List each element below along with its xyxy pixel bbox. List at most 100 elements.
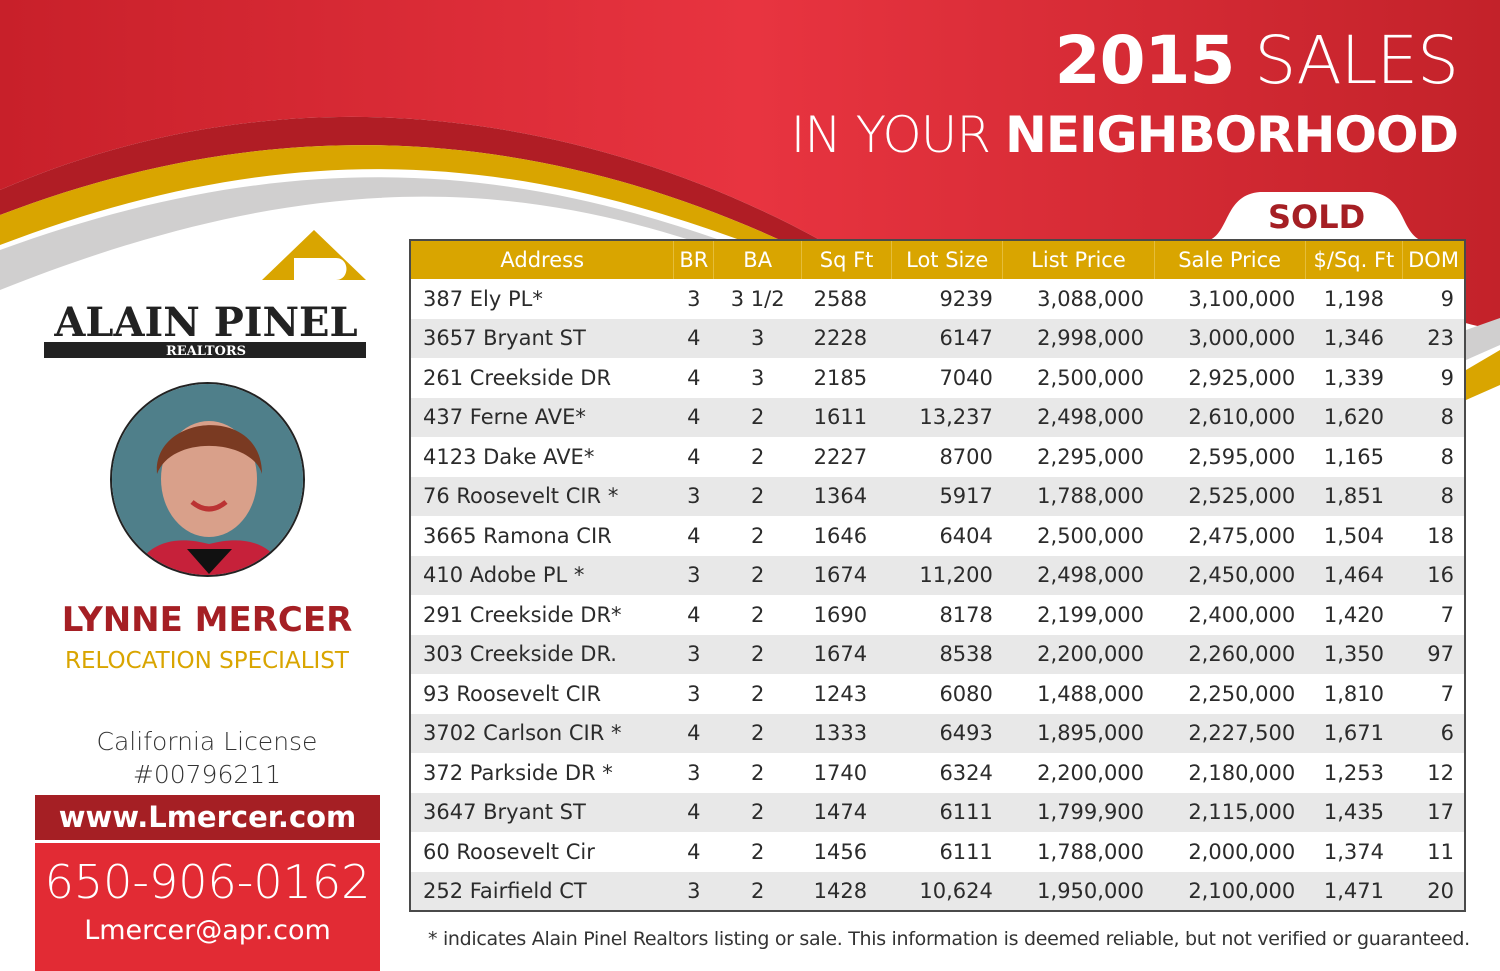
table-cell: 3 (687, 286, 701, 311)
table-cell: 9 (1440, 286, 1454, 311)
table-cell: 2 (750, 602, 765, 627)
table-cell: 1,339 (1323, 365, 1384, 390)
table-cell: 11 (1427, 839, 1454, 864)
table-row: 93 Roosevelt CIR 3 2 1243 6080 1,488,000 2,250… (410, 674, 1465, 714)
table-cell: 2227 (813, 444, 868, 469)
email-link[interactable]: Lmercer@apr.com (84, 915, 331, 946)
table-cell: 18 (1427, 523, 1454, 548)
table-cell: 1,350 (1305, 634, 1403, 674)
table-cell: 11,200 (891, 555, 1003, 595)
column-header: List Price (1002, 240, 1155, 279)
table-cell: 1,198 (1323, 286, 1384, 311)
table-cell: 6111 (939, 839, 993, 864)
table-cell: 1474 (801, 792, 892, 832)
table-cell: 3647 Bryant ST (410, 792, 674, 832)
column-header: Address (410, 240, 675, 279)
table-cell: 437 Ferne AVE* (410, 397, 674, 437)
headline-neighborhood: IN YOUR NEIGHBORHOOD (790, 106, 1459, 164)
column-header: Sq Ft (801, 240, 893, 279)
table-cell: 1611 (801, 397, 892, 437)
table-cell: 1,420 (1323, 602, 1384, 627)
table-cell: 23 (1402, 318, 1465, 358)
license-info: California License #00796211 (96, 727, 318, 789)
table-cell: 2,200,000 (1037, 760, 1145, 785)
table-cell: 1,810 (1323, 681, 1384, 706)
table-cell: 2,295,000 (1037, 444, 1145, 469)
table-cell: 1364 (801, 476, 892, 516)
table-cell: 6147 (891, 318, 1003, 358)
table-cell: 6324 (939, 760, 993, 785)
table-cell: 2 (750, 523, 765, 548)
table-row: 387 Ely PL* 3 3 1/2 2588 9239 3,088,000 3,100,… (410, 279, 1465, 319)
table-cell: 2,250,000 (1188, 681, 1296, 706)
table-cell: 2,998,000 (1002, 318, 1155, 358)
table-cell: 3 (673, 634, 714, 674)
table-cell: 3 (713, 318, 802, 358)
table-cell: 1,788,000 (1037, 839, 1145, 864)
table-row: 303 Creekside DR. 3 2 1674 8538 2,200,000 2,26… (410, 634, 1465, 674)
table-cell: 3 (750, 365, 765, 390)
table-cell: 3,000,000 (1154, 318, 1306, 358)
table-cell: 2588 (813, 286, 868, 311)
table-cell: 2 (713, 555, 802, 595)
table-cell: 97 (1402, 634, 1465, 674)
table-row: 60 Roosevelt Cir 4 2 1456 6111 1,788,000 2,000… (410, 832, 1465, 872)
website-link[interactable]: www.Lmercer.com (35, 795, 380, 840)
table-cell: 3 (687, 681, 701, 706)
table-row: 261 Creekside DR 4 3 2185 7040 2,500,000 2,925… (410, 358, 1465, 398)
table-cell: 1,464 (1305, 555, 1403, 595)
table-cell: 2 (713, 397, 802, 437)
table-cell: 410 Adobe PL * (410, 555, 674, 595)
phone-number[interactable]: 650-906-0162 (44, 855, 371, 909)
agent-name: LYNNE MERCER (61, 600, 353, 640)
table-cell: 1,253 (1323, 760, 1384, 785)
table-cell: 372 Parkside DR * (423, 760, 613, 785)
table-cell: 3 1/2 (730, 286, 785, 311)
table-cell: 2228 (801, 318, 892, 358)
table-cell: 1,788,000 (1002, 476, 1155, 516)
agent-role: RELOCATION SPECIALIST (65, 648, 349, 674)
table-cell: 3702 Carlson CIR * (410, 713, 674, 753)
table-row: 3647 Bryant ST 4 2 1474 6111 1,799,900 2,115,0… (410, 792, 1465, 832)
table-cell: 303 Creekside DR. (410, 634, 674, 674)
table-cell: 2 (713, 792, 802, 832)
table-cell: 3657 Bryant ST (410, 318, 674, 358)
footnote: * indicates Alain Pinel Realtors listing… (428, 928, 1470, 950)
table-cell: 2,498,000 (1002, 397, 1155, 437)
table-cell: 4 (687, 365, 701, 390)
table-cell: 17 (1402, 792, 1465, 832)
table-cell: 6493 (891, 713, 1003, 753)
table-cell: 8 (1440, 444, 1454, 469)
table-cell: 4 (673, 318, 714, 358)
table-cell: 1,851 (1305, 476, 1403, 516)
table-cell: 1,799,900 (1002, 792, 1155, 832)
table-cell: 3 (673, 871, 714, 911)
table-cell: 2,227,500 (1154, 713, 1306, 753)
table-cell: 12 (1427, 760, 1454, 785)
headline-year: 2015 SALES (1054, 22, 1459, 99)
table-cell: 8700 (939, 444, 993, 469)
column-header: Sale Price (1154, 240, 1306, 279)
table-cell: 2,400,000 (1188, 602, 1296, 627)
table-cell: 261 Creekside DR (423, 365, 612, 390)
table-cell: 387 Ely PL* (423, 286, 543, 311)
table-row: 291 Creekside DR* 4 2 1690 8178 2,199,000 2,40… (410, 595, 1465, 635)
table-cell: 4 (673, 397, 714, 437)
agent-photo (110, 382, 305, 577)
table-cell: 8 (1402, 476, 1465, 516)
table-cell: 2,000,000 (1188, 839, 1296, 864)
table-cell: 2,595,000 (1188, 444, 1296, 469)
table-cell: 8178 (939, 602, 993, 627)
sold-tab: SOLD (1268, 198, 1366, 236)
table-cell: 6111 (891, 792, 1003, 832)
table-cell: 4 (687, 602, 701, 627)
column-header: Lot Size (891, 240, 1004, 279)
alain-pinel-logo: ALAIN PINEL REALTORS (44, 228, 368, 364)
table-cell: 6 (1402, 713, 1465, 753)
table-cell: 3 (673, 555, 714, 595)
table-cell: 4 (673, 792, 714, 832)
table-cell: 93 Roosevelt CIR (423, 681, 602, 706)
table-cell: 76 Roosevelt CIR * (410, 476, 674, 516)
table-cell: 2,498,000 (1002, 555, 1155, 595)
